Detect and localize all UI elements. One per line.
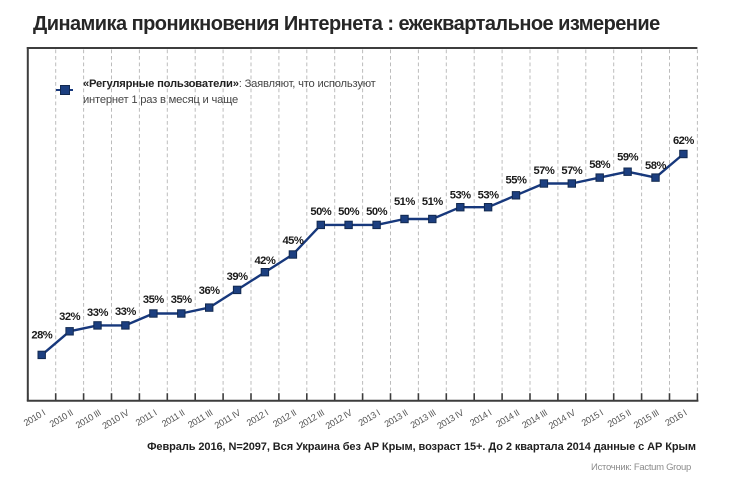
svg-text:2015 II: 2015 II: [606, 408, 633, 430]
svg-text:2013 III: 2013 III: [409, 408, 438, 431]
svg-text:50%: 50%: [310, 206, 331, 218]
svg-text:2011 III: 2011 III: [186, 408, 214, 430]
svg-text:2011 I: 2011 I: [134, 408, 158, 428]
svg-text:51%: 51%: [422, 196, 443, 208]
svg-text:35%: 35%: [171, 294, 192, 306]
svg-text:2012 III: 2012 III: [297, 408, 326, 431]
svg-text:2014 III: 2014 III: [520, 408, 549, 431]
svg-text:2015 I: 2015 I: [580, 408, 605, 428]
svg-text:2012 II: 2012 II: [271, 408, 298, 430]
svg-text:42%: 42%: [254, 255, 275, 267]
svg-text:2011 II: 2011 II: [160, 408, 186, 429]
svg-text:58%: 58%: [645, 160, 666, 172]
svg-text:50%: 50%: [338, 206, 359, 218]
svg-text:53%: 53%: [478, 190, 499, 202]
svg-text:57%: 57%: [533, 165, 554, 177]
svg-text:33%: 33%: [87, 307, 108, 319]
svg-text:2010 II: 2010 II: [48, 408, 75, 430]
svg-text:45%: 45%: [282, 235, 303, 247]
svg-text:62%: 62%: [673, 135, 694, 147]
svg-text:2015 III: 2015 III: [632, 408, 661, 431]
svg-text:33%: 33%: [115, 306, 136, 318]
svg-text:2010 I: 2010 I: [22, 408, 47, 428]
svg-text:2012 I: 2012 I: [245, 408, 270, 428]
svg-text:35%: 35%: [143, 294, 164, 306]
svg-text:51%: 51%: [394, 196, 415, 208]
svg-text:2014 II: 2014 II: [494, 408, 521, 430]
svg-text:28%: 28%: [31, 330, 52, 342]
svg-text:57%: 57%: [561, 165, 582, 177]
svg-text:2010 III: 2010 III: [74, 408, 103, 431]
svg-text:55%: 55%: [506, 175, 527, 187]
svg-text:39%: 39%: [227, 271, 248, 283]
svg-text:36%: 36%: [199, 285, 220, 297]
svg-text:2013 I: 2013 I: [357, 408, 382, 428]
svg-text:2014 I: 2014 I: [468, 408, 493, 428]
svg-text:2012 IV: 2012 IV: [324, 407, 355, 431]
svg-text:2016 I: 2016 I: [663, 408, 688, 428]
svg-text:2010 IV: 2010 IV: [101, 407, 132, 431]
svg-text:58%: 58%: [589, 159, 610, 171]
svg-text:32%: 32%: [59, 311, 80, 323]
svg-text:2013 II: 2013 II: [383, 408, 410, 430]
svg-text:2013 IV: 2013 IV: [435, 407, 466, 431]
svg-text:2014 IV: 2014 IV: [547, 407, 578, 431]
svg-text:59%: 59%: [617, 151, 638, 163]
svg-text:53%: 53%: [450, 190, 471, 202]
svg-text:2011 IV: 2011 IV: [213, 407, 243, 431]
svg-text:50%: 50%: [366, 206, 387, 218]
